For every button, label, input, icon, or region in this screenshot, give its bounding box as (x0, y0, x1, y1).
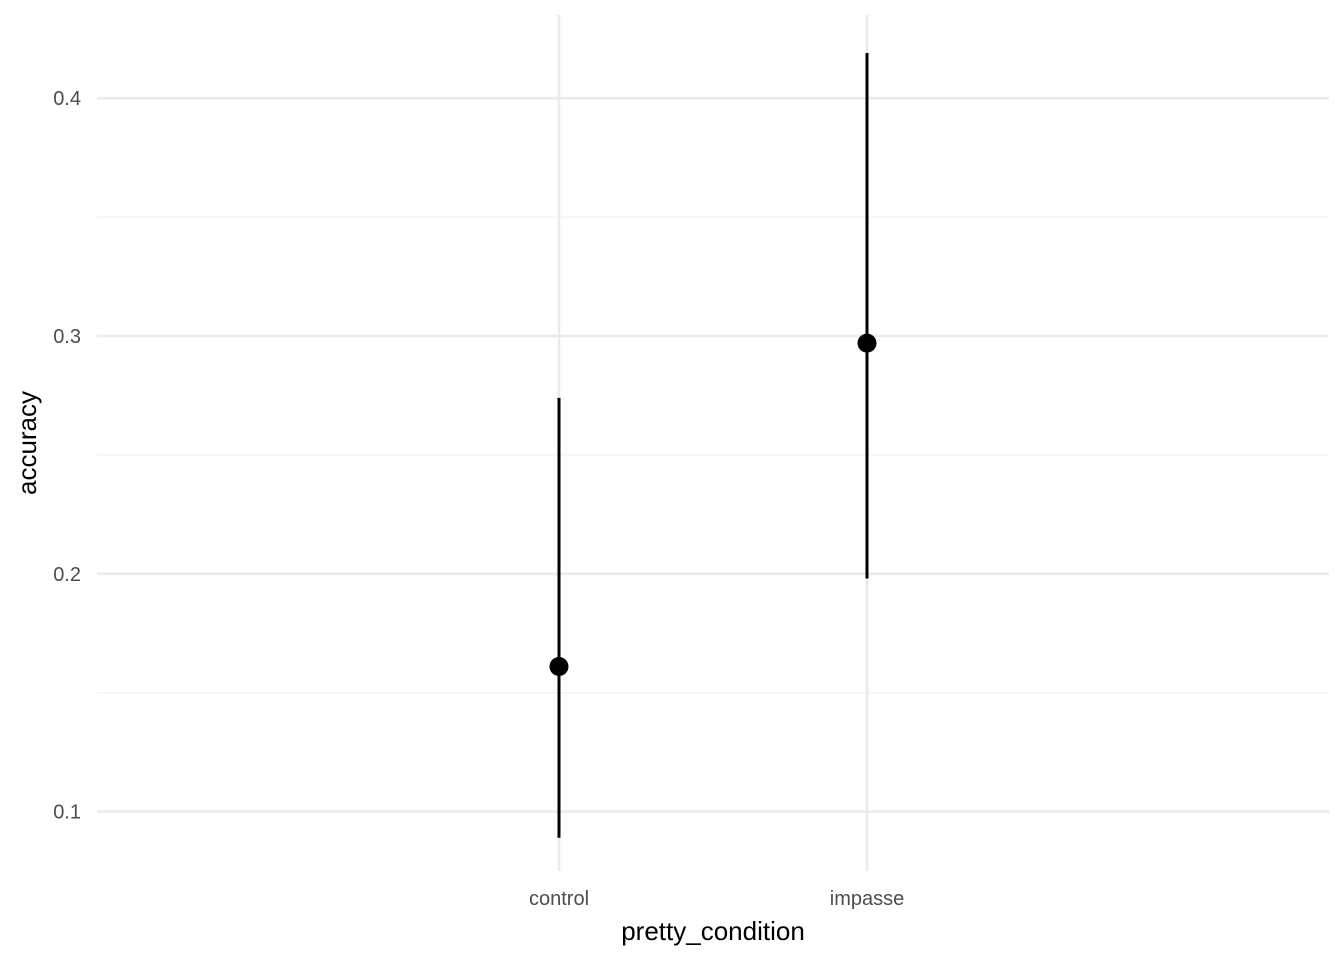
y-tick-label: 0.3 (53, 326, 81, 348)
y-tick-label: 0.2 (53, 564, 81, 586)
x-tick-label: impasse (830, 888, 904, 910)
marks-layer (549, 53, 877, 838)
grid-layer (97, 15, 1329, 871)
data-point (857, 333, 877, 353)
y-tick-label: 0.1 (53, 802, 81, 824)
y-tick-label: 0.4 (53, 88, 81, 110)
data-point (549, 657, 569, 677)
y-axis-title: accuracy (12, 391, 42, 495)
x-axis-title: pretty_condition (621, 916, 805, 946)
y-axis-ticks: 0.1 0.2 0.3 0.4 (53, 88, 81, 823)
x-tick-label: control (529, 888, 589, 910)
x-axis-ticks: control impasse (529, 888, 904, 910)
